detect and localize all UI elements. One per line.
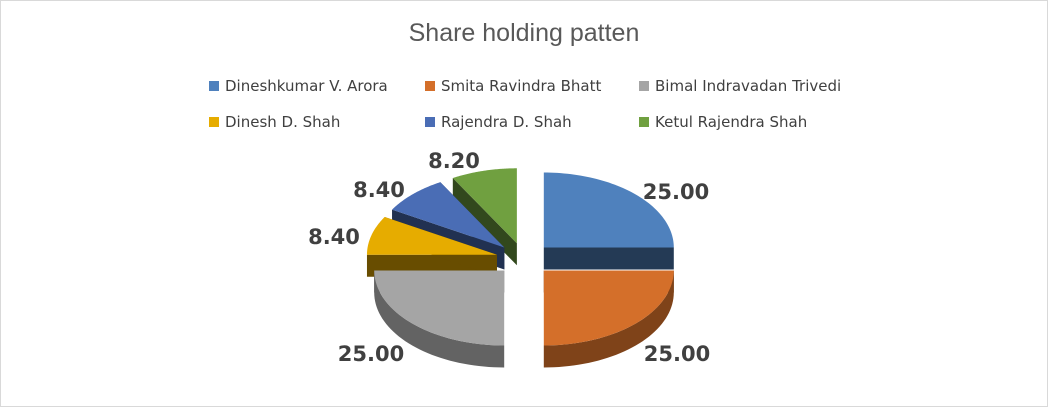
chart-title: Share holding patten (408, 19, 640, 47)
data-label: 25.00 (643, 180, 709, 204)
slice-top (392, 182, 505, 248)
legend-item-bimal-indravadan-trivedi: Bimal Indravadan Trivedi (639, 76, 841, 96)
legend-swatch (209, 81, 219, 91)
slice-top (374, 270, 505, 346)
legend-item-dinesh-d-shah: Dinesh D. Shah (209, 112, 340, 132)
slice-top (366, 216, 497, 255)
legend-item-rajendra-d-shah: Rajendra D. Shah (425, 112, 572, 132)
data-label: 25.00 (644, 342, 710, 366)
legend-swatch (639, 117, 649, 127)
legend-label: Dineshkumar V. Arora (225, 77, 388, 95)
legend-label: Rajendra D. Shah (441, 113, 572, 131)
legend-label: Ketul Rajendra Shah (655, 113, 808, 131)
data-label: 8.40 (308, 225, 360, 249)
legend-label: Smita Ravindra Bhatt (441, 77, 602, 95)
legend-swatch (425, 117, 435, 127)
slice-wall (543, 247, 674, 270)
slice-side (374, 270, 505, 368)
legend-label: Dinesh D. Shah (225, 113, 341, 131)
legend-label: Bimal Indravadan Trivedi (655, 77, 842, 95)
legend-swatch (209, 117, 219, 127)
data-label: 8.40 (353, 178, 405, 202)
slice-top (543, 270, 674, 346)
pie-slice (543, 172, 674, 270)
pie-slice (543, 270, 674, 368)
slice-top (452, 168, 517, 244)
slice-wall (452, 178, 517, 266)
data-label: 8.20 (428, 149, 480, 173)
legend-swatch (425, 81, 435, 91)
slice-top (543, 172, 674, 248)
slice-side (543, 270, 674, 368)
legend-item-smita-ravindra-bhatt: Smita Ravindra Bhatt (425, 76, 601, 96)
pie-slice (452, 168, 517, 266)
legend-item-dineshkumar-v-arora: Dineshkumar V. Arora (209, 76, 388, 96)
legend-swatch (639, 81, 649, 91)
data-label: 25.00 (338, 342, 404, 366)
pie-slice (374, 270, 505, 368)
legend-item-ketul-rajendra-shah: Ketul Rajendra Shah (639, 112, 807, 132)
